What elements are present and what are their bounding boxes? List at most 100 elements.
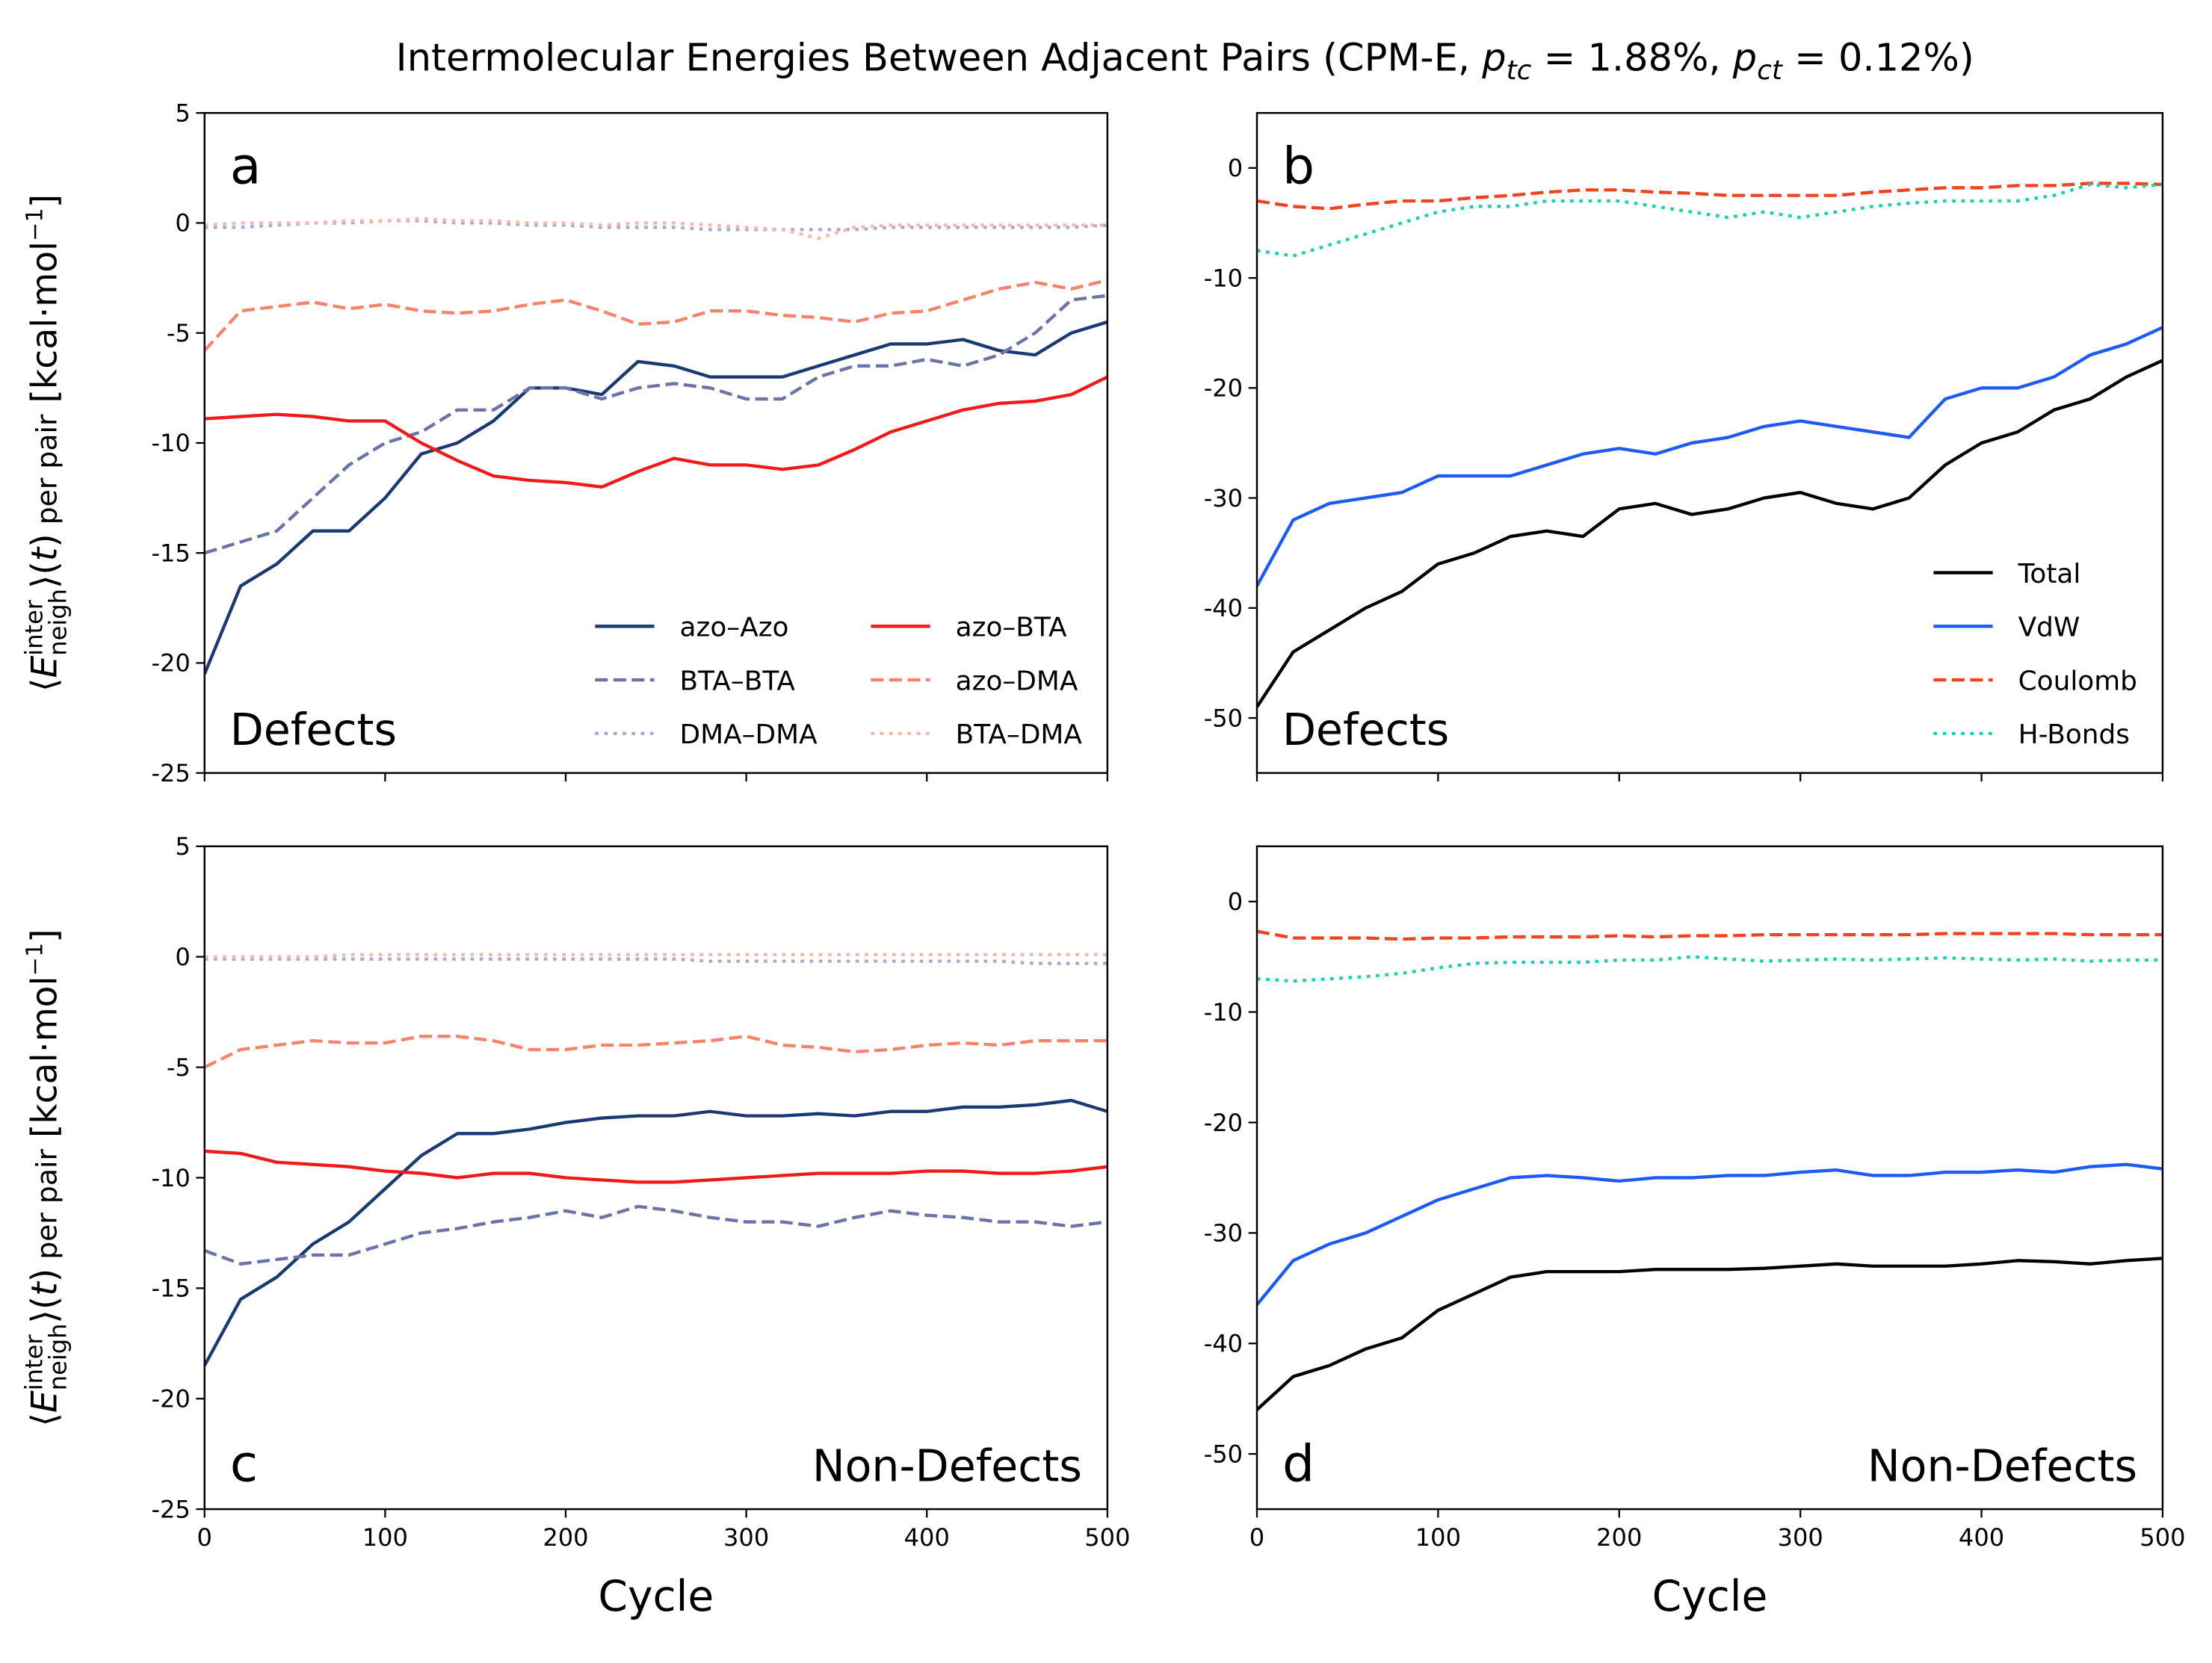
- legend-label: azo–BTA: [956, 613, 1067, 643]
- title-part: p: [1481, 37, 1506, 81]
- title-part: = 0.12%): [1782, 37, 1974, 81]
- x-tick-label: 200: [1596, 1523, 1642, 1552]
- title-part: Intermolecular Energies Between Adjacent…: [396, 37, 1483, 81]
- y-label-part: ⟨: [25, 678, 66, 692]
- y-label-part: ⟩(: [25, 1296, 66, 1324]
- y-tick-label: -30: [1204, 484, 1243, 512]
- legend-label: DMA–DMA: [680, 719, 818, 750]
- y-tick-label: -10: [151, 429, 190, 457]
- y-label-part: inter: [20, 1334, 49, 1391]
- y-tick-label: 0: [1228, 888, 1243, 916]
- legend-label: azo–Azo: [680, 613, 789, 643]
- x-tick-label: 300: [723, 1523, 769, 1552]
- plot-frame: [203, 111, 1109, 774]
- y-label-part: per pair: [31, 1149, 64, 1269]
- series-line: [1256, 182, 2163, 211]
- x-tick-label: 400: [904, 1523, 950, 1552]
- y-label-part: −1: [22, 943, 49, 976]
- x-tick-label: 400: [1959, 1523, 2004, 1552]
- y-tick-label: 5: [175, 832, 190, 861]
- x-tick-label: 100: [1415, 1523, 1461, 1552]
- y-label-part: per pair: [31, 414, 64, 533]
- y-tick-label: -20: [151, 1385, 190, 1413]
- title-part: = 1.88%,: [1531, 37, 1732, 81]
- series-line: [204, 217, 1107, 241]
- panel-label: b: [1282, 137, 1314, 196]
- y-tick-label: -10: [1204, 264, 1243, 292]
- legend-label: BTA–BTA: [680, 666, 796, 696]
- series-line: [204, 219, 1107, 232]
- y-label-part: neigh: [44, 589, 72, 656]
- y-label-part: neigh: [44, 1324, 72, 1391]
- y-tick-label: -50: [1204, 1440, 1243, 1468]
- panel-label: c: [230, 1434, 258, 1493]
- title-part: p: [1732, 37, 1757, 81]
- x-tick-label: 500: [2140, 1523, 2185, 1552]
- y-label-part: E: [25, 1390, 66, 1413]
- x-axis-label: Cycle: [598, 1572, 714, 1621]
- x-tick-label: 0: [197, 1523, 212, 1552]
- x-tick-label: 300: [1778, 1523, 1823, 1552]
- y-tick-label: -20: [1204, 1109, 1243, 1137]
- legend-label: VdW: [2018, 613, 2080, 643]
- legend-label: BTA–DMA: [956, 719, 1083, 750]
- panel-note: Non-Defects: [1867, 1440, 2137, 1491]
- y-label-part: ): [25, 533, 66, 547]
- y-tick-label: -20: [151, 649, 190, 678]
- y-tick-label: -30: [1204, 1219, 1243, 1248]
- plot-frame: [1255, 845, 2164, 1511]
- title-part: ct: [1757, 55, 1784, 86]
- panel-note: Defects: [230, 704, 397, 755]
- series-line: [204, 1204, 1107, 1266]
- y-axis-label: ⟨Eneighinter ⟩(t) per pair [kcal·mol−1]: [20, 194, 72, 692]
- panel-note: Non-Defects: [812, 1440, 1082, 1491]
- y-tick-label: -50: [1204, 704, 1243, 732]
- series-line: [204, 294, 1107, 555]
- y-tick-label: -25: [151, 759, 190, 787]
- y-tick-label: -10: [151, 1164, 190, 1192]
- series-line: [1256, 182, 2163, 258]
- y-label-part: ]: [25, 929, 66, 942]
- y-label-part: ): [25, 1269, 66, 1282]
- y-tick-label: 5: [175, 99, 190, 128]
- y-label-part: [kcal·mol: [25, 241, 66, 415]
- y-tick-label: -5: [167, 319, 191, 347]
- y-axis-label: ⟨Eneighinter ⟩(t) per pair [kcal·mol−1]: [20, 929, 72, 1426]
- y-label-part: t: [25, 1281, 66, 1296]
- legend-label: azo–DMA: [956, 666, 1078, 696]
- panel-label: d: [1282, 1434, 1314, 1493]
- y-tick-label: -20: [1204, 374, 1243, 403]
- y-tick-label: 0: [175, 209, 190, 238]
- legend-label: H-Bonds: [2018, 719, 2130, 750]
- series-line: [204, 375, 1107, 489]
- y-tick-label: -40: [1204, 594, 1243, 622]
- series-line: [204, 278, 1107, 352]
- x-tick-label: 0: [1249, 1523, 1264, 1552]
- x-tick-label: 500: [1084, 1523, 1130, 1552]
- panel-label: a: [230, 137, 262, 196]
- y-tick-label: -40: [1204, 1330, 1243, 1358]
- series-line: [204, 1098, 1107, 1366]
- series-line: [204, 957, 1107, 965]
- y-tick-label: -10: [1204, 998, 1243, 1026]
- figure-title: Intermolecular Energies Between Adjacent…: [396, 37, 1974, 86]
- y-tick-label: -5: [167, 1053, 191, 1082]
- series-line: [1256, 326, 2163, 587]
- series-line: [204, 1034, 1107, 1069]
- series-line: [204, 320, 1107, 675]
- plot-frame: [1255, 111, 2164, 774]
- legend-label: Total: [2018, 559, 2081, 589]
- y-label-part: inter: [20, 599, 49, 656]
- series-line: [204, 1149, 1107, 1184]
- legend: azo–Azo BTA–BTA DMA–DMA azo–BTA azo–DMA BTA–D…: [595, 613, 1082, 750]
- y-tick-label: -15: [151, 1275, 190, 1303]
- series-line: [1256, 929, 2163, 941]
- y-label-part: [kcal·mol: [25, 976, 66, 1149]
- series-line: [1256, 1162, 2163, 1306]
- title-part: tc: [1507, 55, 1532, 86]
- y-label-part: t: [25, 546, 66, 561]
- x-axis-label: Cycle: [1652, 1572, 1768, 1621]
- y-label-part: ]: [25, 194, 66, 208]
